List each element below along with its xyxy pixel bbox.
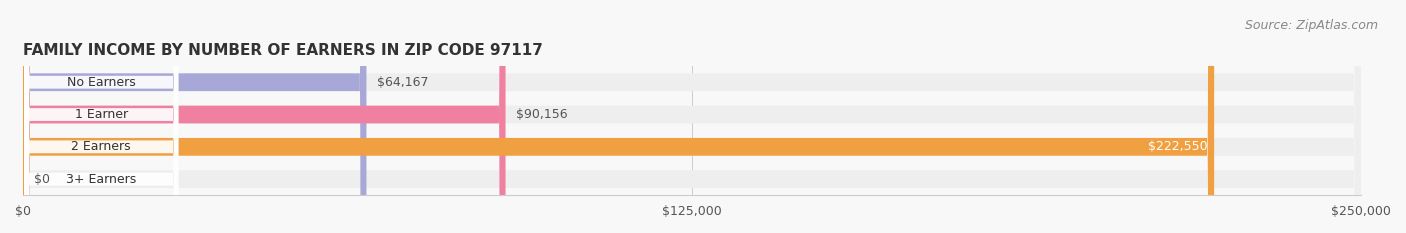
FancyBboxPatch shape [24,0,179,233]
FancyBboxPatch shape [22,0,1215,233]
Text: $90,156: $90,156 [516,108,568,121]
FancyBboxPatch shape [24,0,179,233]
FancyBboxPatch shape [22,0,506,233]
Text: No Earners: No Earners [67,76,135,89]
Text: 2 Earners: 2 Earners [72,140,131,153]
FancyBboxPatch shape [22,0,1361,233]
FancyBboxPatch shape [22,0,1361,233]
Text: 1 Earner: 1 Earner [75,108,128,121]
FancyBboxPatch shape [22,0,1361,233]
FancyBboxPatch shape [22,0,1361,233]
Text: $222,550: $222,550 [1147,140,1208,153]
Text: $64,167: $64,167 [377,76,429,89]
Text: $0: $0 [34,173,49,186]
FancyBboxPatch shape [24,0,179,233]
FancyBboxPatch shape [24,0,179,233]
Text: FAMILY INCOME BY NUMBER OF EARNERS IN ZIP CODE 97117: FAMILY INCOME BY NUMBER OF EARNERS IN ZI… [22,43,543,58]
Text: Source: ZipAtlas.com: Source: ZipAtlas.com [1244,19,1378,32]
FancyBboxPatch shape [22,0,367,233]
Text: 3+ Earners: 3+ Earners [66,173,136,186]
